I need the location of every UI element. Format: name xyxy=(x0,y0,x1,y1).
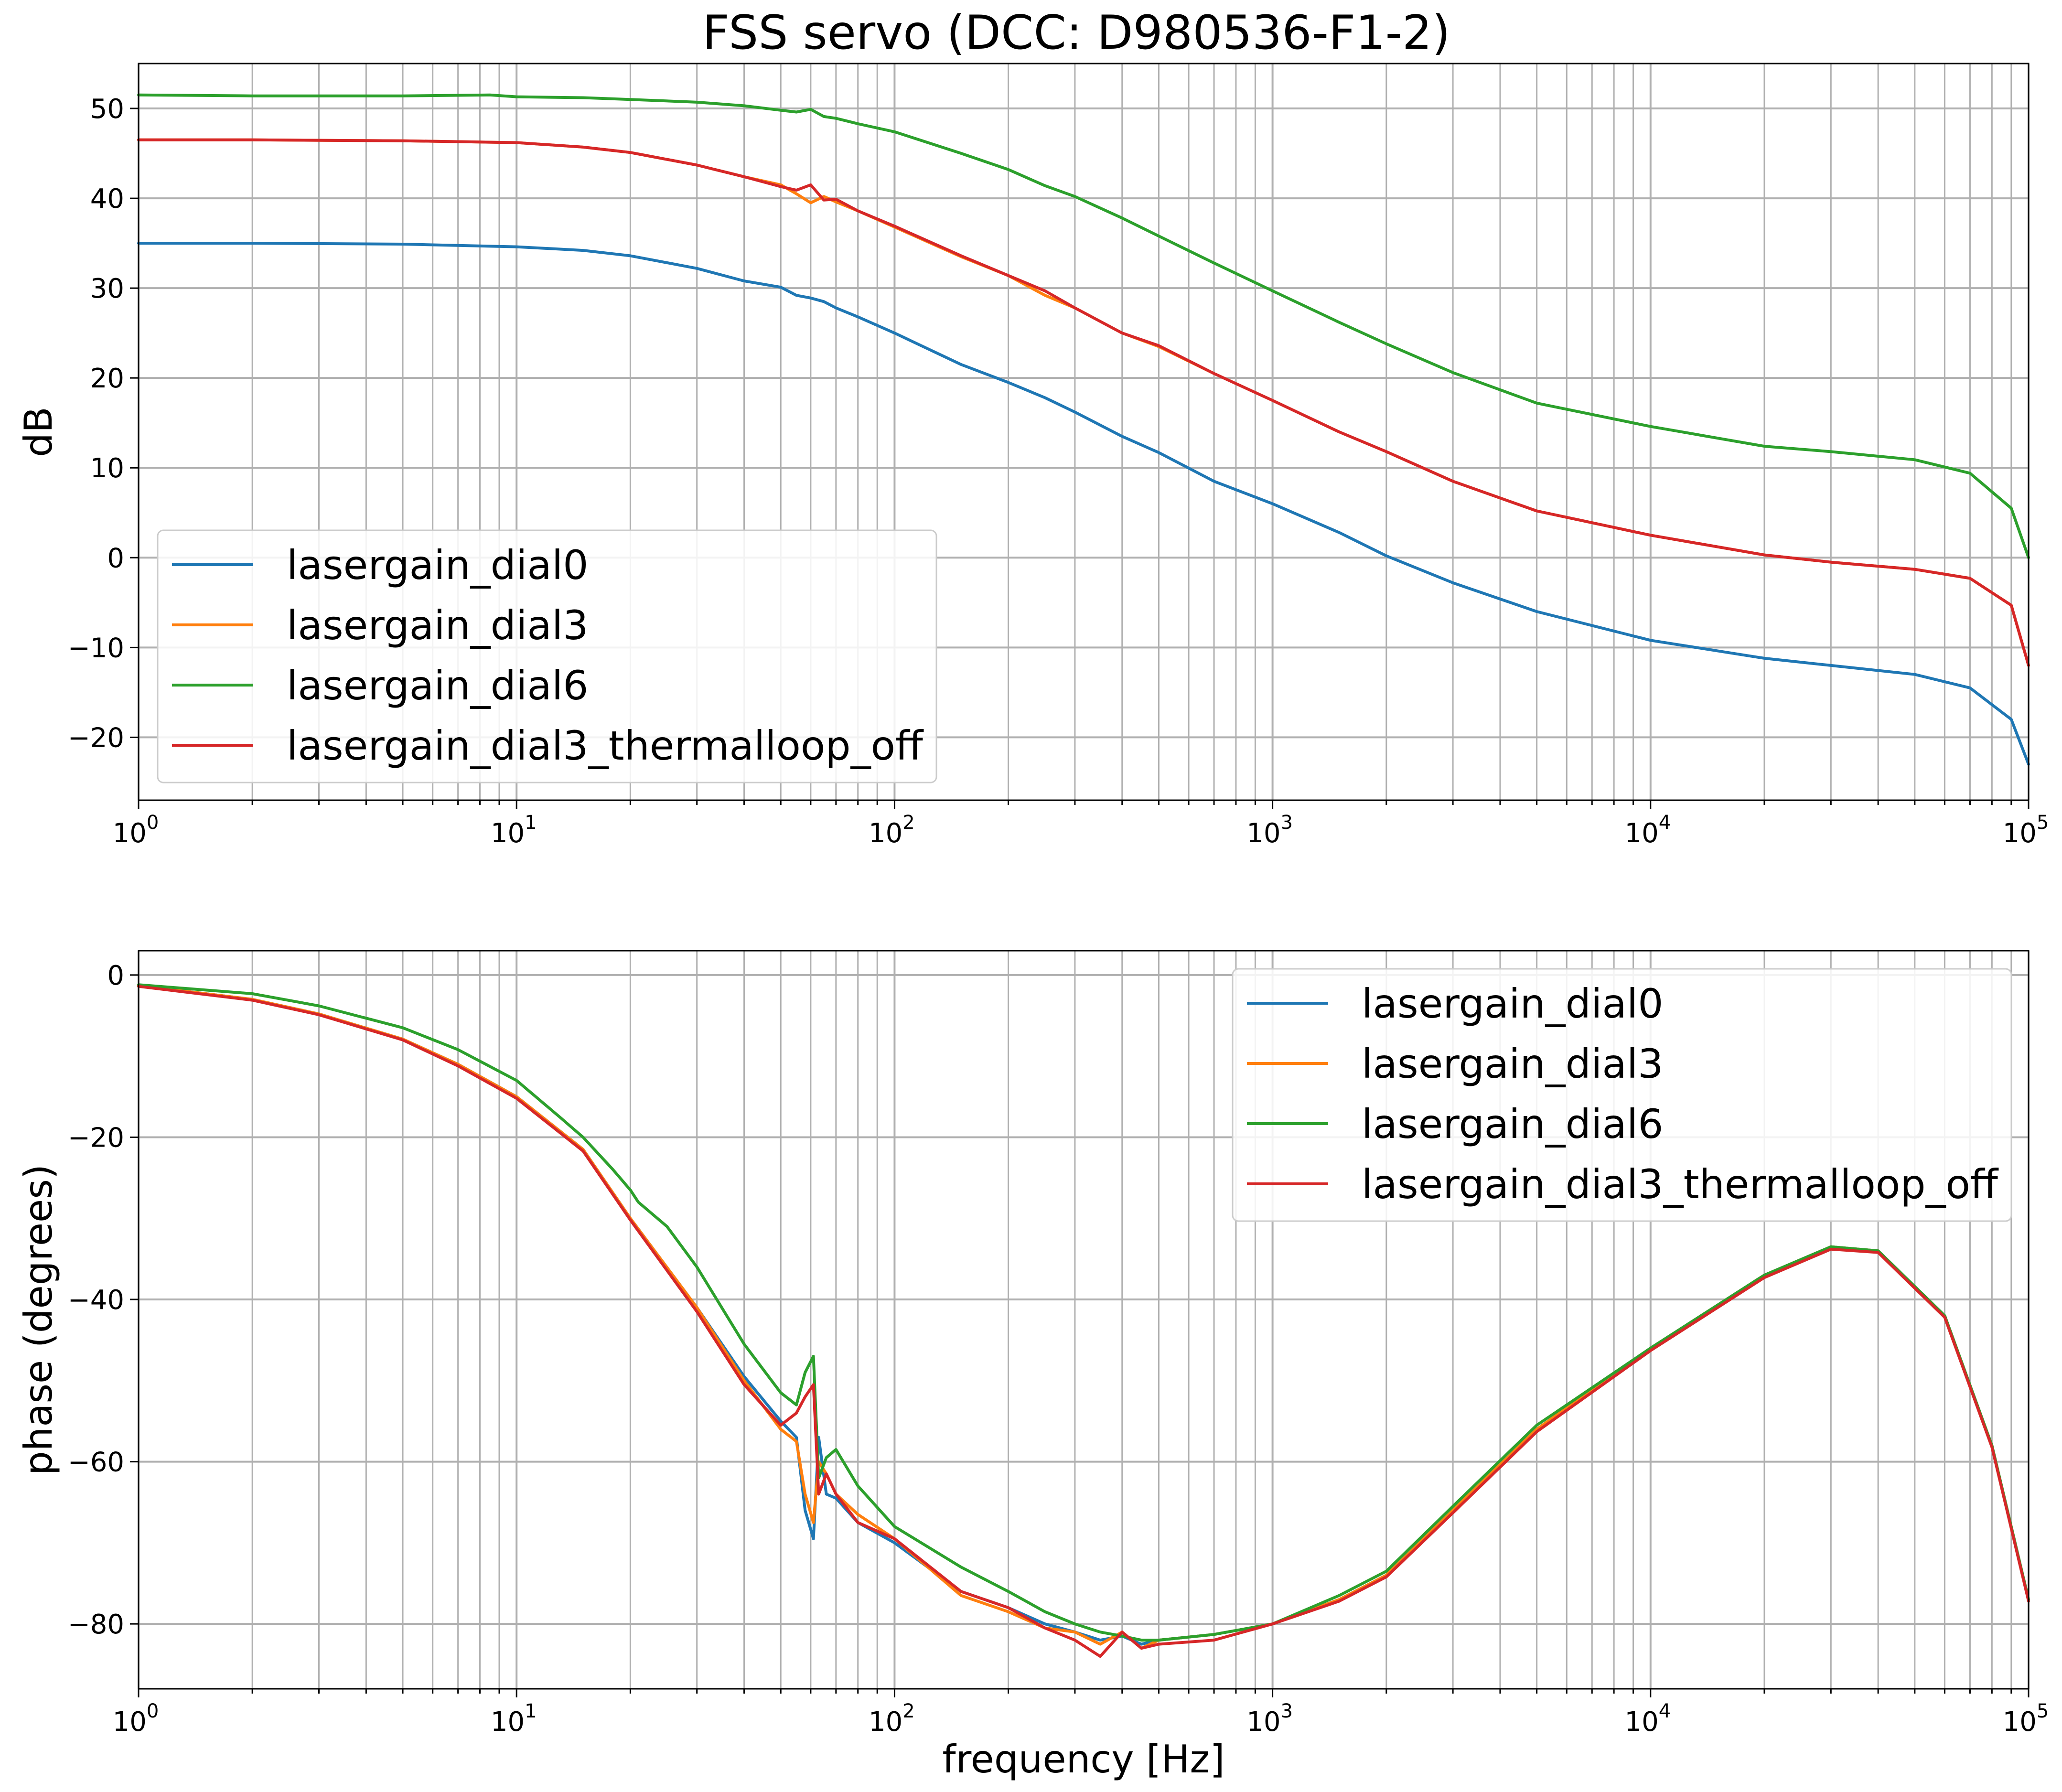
x-tick-exponent: 1 xyxy=(525,812,537,834)
series-line-lasergain_dial6 xyxy=(137,983,2030,1642)
x-tick-label: 105 xyxy=(2003,812,2049,849)
legend-label: lasergain_dial3_thermalloop_off xyxy=(287,722,924,769)
y-tick-label: 10 xyxy=(90,453,124,484)
magnitude-panel: 100 101 102 103 104 105−20−1001020304050dBlas… xyxy=(16,63,2049,849)
y-tick-label: −20 xyxy=(68,722,124,753)
series-line-lasergain_dial6 xyxy=(137,93,2030,559)
y-tick-label: 0 xyxy=(107,543,124,574)
x-tick-label: 104 xyxy=(1624,812,1671,849)
y-tick-label: 40 xyxy=(90,183,124,215)
x-tick-exponent: 3 xyxy=(1281,1700,1293,1722)
legend-frame xyxy=(157,529,937,783)
y-tick-label: −10 xyxy=(68,633,124,664)
y-tick-label: −80 xyxy=(68,1609,124,1640)
y-tick-label: −20 xyxy=(68,1122,124,1153)
x-tick-exponent: 5 xyxy=(2037,812,2049,834)
legend-frame xyxy=(1232,968,2012,1222)
legend-label: lasergain_dial3 xyxy=(1362,1041,1664,1087)
legend-label: lasergain_dial0 xyxy=(1362,980,1664,1027)
x-tick-exponent: 2 xyxy=(902,812,914,834)
y-tick-label: −60 xyxy=(68,1447,124,1478)
figure-title: FSS servo (DCC: D980536-F1-2) xyxy=(702,6,1450,60)
x-tick-exponent: 0 xyxy=(147,1700,159,1722)
legend-label: lasergain_dial6 xyxy=(1362,1101,1664,1148)
x-tick-exponent: 3 xyxy=(1281,812,1293,834)
panel0-legend: lasergain_dial0 lasergain_dial3 lasergain_… xyxy=(157,529,937,783)
panel1-y-axis-label: phase (degrees) xyxy=(16,1164,61,1475)
panel1-y-ticks: −80 −60 −40 −20 0 xyxy=(68,960,139,1640)
x-tick-exponent: 1 xyxy=(525,1700,537,1722)
x-tick-exponent: 4 xyxy=(1659,1700,1671,1722)
y-tick-label: 0 xyxy=(107,960,124,991)
series-line-lasergain_dial3_thermalloop_off xyxy=(137,985,2030,1658)
series-line-lasergain_dial3_thermalloop_off xyxy=(137,138,2030,667)
x-tick-label: 102 xyxy=(869,1700,915,1738)
x-tick-exponent: 4 xyxy=(1659,812,1671,834)
panel0-series xyxy=(137,93,2030,766)
x-tick-exponent: 5 xyxy=(2037,1700,2049,1722)
panel0-axes-frame xyxy=(138,63,2030,801)
panel1-axes-frame xyxy=(138,950,2030,1690)
legend-label: lasergain_dial3 xyxy=(287,602,589,649)
x-tick-exponent: 2 xyxy=(902,1700,914,1722)
legend-label: lasergain_dial3_thermalloop_off xyxy=(1362,1161,1999,1208)
y-tick-label: −40 xyxy=(68,1285,124,1316)
panel1-series xyxy=(137,983,2030,1658)
x-tick-exponent: 0 xyxy=(147,812,159,834)
y-tick-label: 30 xyxy=(90,273,124,304)
legend-label: lasergain_dial6 xyxy=(287,662,589,709)
y-tick-label: 50 xyxy=(90,94,124,125)
series-line-lasergain_dial0 xyxy=(137,242,2030,766)
panel0-y-axis-label: dB xyxy=(16,407,61,457)
panel1-legend: lasergain_dial0 lasergain_dial3 lasergain_… xyxy=(1232,968,2012,1222)
y-tick-label: 20 xyxy=(90,363,124,394)
legend-label: lasergain_dial0 xyxy=(287,542,589,589)
panel1-x-axis-label: frequency [Hz] xyxy=(942,1737,1224,1781)
panel0-y-ticks: −20 −10 0 10 20 30 40 50 xyxy=(68,94,139,753)
